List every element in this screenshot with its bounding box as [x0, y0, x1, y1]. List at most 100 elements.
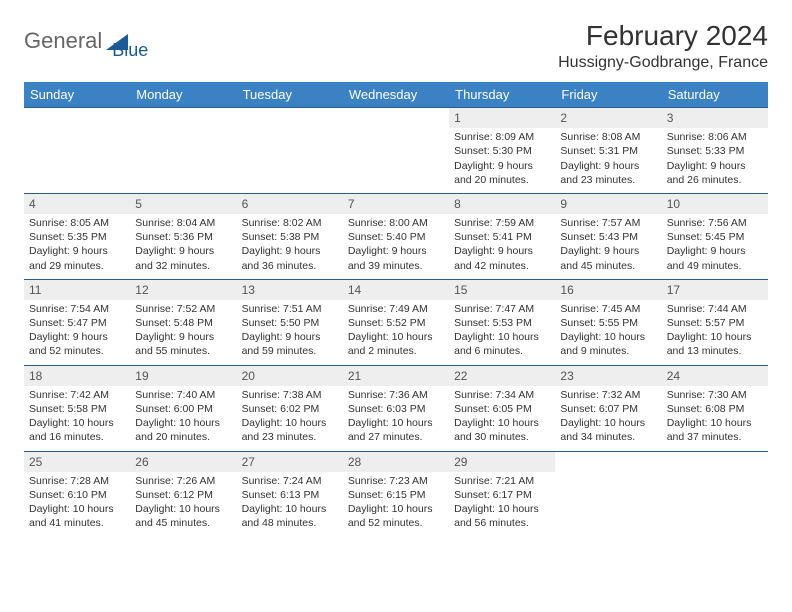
day-cell: 3Sunrise: 8:06 AMSunset: 5:33 PMDaylight… [662, 108, 768, 194]
day-cell: 9Sunrise: 7:57 AMSunset: 5:43 PMDaylight… [555, 193, 661, 279]
day-cell: 19Sunrise: 7:40 AMSunset: 6:00 PMDayligh… [130, 365, 236, 451]
day-cell: 16Sunrise: 7:45 AMSunset: 5:55 PMDayligh… [555, 279, 661, 365]
day-number: 15 [449, 280, 555, 300]
day-cell: 23Sunrise: 7:32 AMSunset: 6:07 PMDayligh… [555, 365, 661, 451]
day-cell [343, 108, 449, 194]
week-row: 11Sunrise: 7:54 AMSunset: 5:47 PMDayligh… [24, 279, 768, 365]
day-number: 9 [555, 194, 661, 214]
day-number: 10 [662, 194, 768, 214]
day-details: Sunrise: 8:02 AMSunset: 5:38 PMDaylight:… [242, 216, 338, 273]
day-details: Sunrise: 7:34 AMSunset: 6:05 PMDaylight:… [454, 388, 550, 445]
day-cell: 20Sunrise: 7:38 AMSunset: 6:02 PMDayligh… [237, 365, 343, 451]
day-cell: 24Sunrise: 7:30 AMSunset: 6:08 PMDayligh… [662, 365, 768, 451]
day-number: 12 [130, 280, 236, 300]
day-number: 23 [555, 366, 661, 386]
day-number: 2 [555, 108, 661, 128]
day-details: Sunrise: 7:56 AMSunset: 5:45 PMDaylight:… [667, 216, 763, 273]
day-header: Thursday [449, 82, 555, 108]
day-details: Sunrise: 7:28 AMSunset: 6:10 PMDaylight:… [29, 474, 125, 531]
day-details: Sunrise: 7:40 AMSunset: 6:00 PMDaylight:… [135, 388, 231, 445]
day-number: 19 [130, 366, 236, 386]
day-number: 6 [237, 194, 343, 214]
day-details: Sunrise: 7:59 AMSunset: 5:41 PMDaylight:… [454, 216, 550, 273]
day-cell [237, 108, 343, 194]
day-details: Sunrise: 8:06 AMSunset: 5:33 PMDaylight:… [667, 130, 763, 187]
header: General Blue February 2024 Hussigny-Godb… [24, 20, 768, 72]
day-number: 27 [237, 452, 343, 472]
day-number: 29 [449, 452, 555, 472]
day-cell: 18Sunrise: 7:42 AMSunset: 5:58 PMDayligh… [24, 365, 130, 451]
day-header: Saturday [662, 82, 768, 108]
day-cell: 13Sunrise: 7:51 AMSunset: 5:50 PMDayligh… [237, 279, 343, 365]
day-cell: 8Sunrise: 7:59 AMSunset: 5:41 PMDaylight… [449, 193, 555, 279]
day-number: 13 [237, 280, 343, 300]
day-details: Sunrise: 7:30 AMSunset: 6:08 PMDaylight:… [667, 388, 763, 445]
day-details: Sunrise: 7:44 AMSunset: 5:57 PMDaylight:… [667, 302, 763, 359]
title-block: February 2024 Hussigny-Godbrange, France [558, 20, 768, 72]
day-cell: 21Sunrise: 7:36 AMSunset: 6:03 PMDayligh… [343, 365, 449, 451]
day-number: 20 [237, 366, 343, 386]
day-cell: 2Sunrise: 8:08 AMSunset: 5:31 PMDaylight… [555, 108, 661, 194]
day-cell: 15Sunrise: 7:47 AMSunset: 5:53 PMDayligh… [449, 279, 555, 365]
day-cell [24, 108, 130, 194]
day-number: 4 [24, 194, 130, 214]
logo-text-general: General [24, 28, 102, 54]
day-number: 28 [343, 452, 449, 472]
day-cell: 29Sunrise: 7:21 AMSunset: 6:17 PMDayligh… [449, 451, 555, 536]
day-details: Sunrise: 7:57 AMSunset: 5:43 PMDaylight:… [560, 216, 656, 273]
day-header: Sunday [24, 82, 130, 108]
day-number: 11 [24, 280, 130, 300]
day-details: Sunrise: 7:42 AMSunset: 5:58 PMDaylight:… [29, 388, 125, 445]
location: Hussigny-Godbrange, France [558, 54, 768, 72]
day-details: Sunrise: 7:38 AMSunset: 6:02 PMDaylight:… [242, 388, 338, 445]
day-number: 26 [130, 452, 236, 472]
day-details: Sunrise: 8:00 AMSunset: 5:40 PMDaylight:… [348, 216, 444, 273]
day-details: Sunrise: 7:24 AMSunset: 6:13 PMDaylight:… [242, 474, 338, 531]
day-number: 21 [343, 366, 449, 386]
day-number: 18 [24, 366, 130, 386]
day-details: Sunrise: 7:47 AMSunset: 5:53 PMDaylight:… [454, 302, 550, 359]
week-row: 25Sunrise: 7:28 AMSunset: 6:10 PMDayligh… [24, 451, 768, 536]
day-number: 17 [662, 280, 768, 300]
day-cell: 11Sunrise: 7:54 AMSunset: 5:47 PMDayligh… [24, 279, 130, 365]
day-cell [555, 451, 661, 536]
day-cell: 1Sunrise: 8:09 AMSunset: 5:30 PMDaylight… [449, 108, 555, 194]
day-cell: 12Sunrise: 7:52 AMSunset: 5:48 PMDayligh… [130, 279, 236, 365]
week-row: 18Sunrise: 7:42 AMSunset: 5:58 PMDayligh… [24, 365, 768, 451]
day-details: Sunrise: 7:51 AMSunset: 5:50 PMDaylight:… [242, 302, 338, 359]
day-details: Sunrise: 8:04 AMSunset: 5:36 PMDaylight:… [135, 216, 231, 273]
logo-text-blue: Blue [112, 40, 148, 61]
calendar-table: SundayMondayTuesdayWednesdayThursdayFrid… [24, 82, 768, 536]
day-cell: 6Sunrise: 8:02 AMSunset: 5:38 PMDaylight… [237, 193, 343, 279]
day-cell: 5Sunrise: 8:04 AMSunset: 5:36 PMDaylight… [130, 193, 236, 279]
day-number: 3 [662, 108, 768, 128]
day-number: 25 [24, 452, 130, 472]
day-header: Monday [130, 82, 236, 108]
day-header: Friday [555, 82, 661, 108]
day-details: Sunrise: 7:32 AMSunset: 6:07 PMDaylight:… [560, 388, 656, 445]
day-cell [130, 108, 236, 194]
day-header: Tuesday [237, 82, 343, 108]
day-cell: 22Sunrise: 7:34 AMSunset: 6:05 PMDayligh… [449, 365, 555, 451]
day-number: 22 [449, 366, 555, 386]
day-cell: 27Sunrise: 7:24 AMSunset: 6:13 PMDayligh… [237, 451, 343, 536]
month-title: February 2024 [558, 20, 768, 52]
day-number: 16 [555, 280, 661, 300]
logo: General Blue [24, 20, 148, 61]
day-details: Sunrise: 7:45 AMSunset: 5:55 PMDaylight:… [560, 302, 656, 359]
day-cell: 28Sunrise: 7:23 AMSunset: 6:15 PMDayligh… [343, 451, 449, 536]
day-number: 24 [662, 366, 768, 386]
day-details: Sunrise: 7:26 AMSunset: 6:12 PMDaylight:… [135, 474, 231, 531]
day-number: 14 [343, 280, 449, 300]
day-header-row: SundayMondayTuesdayWednesdayThursdayFrid… [24, 82, 768, 108]
day-number: 1 [449, 108, 555, 128]
day-details: Sunrise: 7:21 AMSunset: 6:17 PMDaylight:… [454, 474, 550, 531]
day-details: Sunrise: 7:54 AMSunset: 5:47 PMDaylight:… [29, 302, 125, 359]
day-number: 5 [130, 194, 236, 214]
day-details: Sunrise: 7:36 AMSunset: 6:03 PMDaylight:… [348, 388, 444, 445]
week-row: 4Sunrise: 8:05 AMSunset: 5:35 PMDaylight… [24, 193, 768, 279]
day-cell: 25Sunrise: 7:28 AMSunset: 6:10 PMDayligh… [24, 451, 130, 536]
day-cell [662, 451, 768, 536]
day-details: Sunrise: 7:23 AMSunset: 6:15 PMDaylight:… [348, 474, 444, 531]
day-details: Sunrise: 8:08 AMSunset: 5:31 PMDaylight:… [560, 130, 656, 187]
